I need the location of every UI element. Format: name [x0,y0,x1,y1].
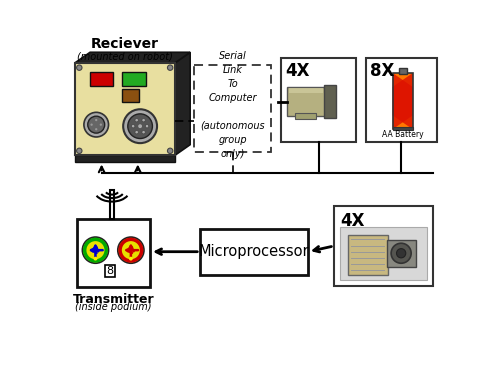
Text: 4X: 4X [341,212,365,230]
Circle shape [91,123,93,126]
Circle shape [142,119,145,122]
Bar [393,73,413,129]
Text: Transmitter: Transmitter [73,293,154,306]
Polygon shape [75,155,175,162]
Circle shape [88,116,104,133]
Bar [341,227,427,280]
Circle shape [95,128,98,130]
Circle shape [135,119,138,122]
Bar [75,63,175,155]
Bar [334,205,433,287]
Bar [387,240,416,267]
Circle shape [118,237,144,263]
Circle shape [94,257,98,261]
Circle shape [146,124,148,128]
Bar [122,89,140,101]
Circle shape [82,237,108,263]
Text: Serial
Link
To
Computer

(autonomous
group
only): Serial Link To Computer (autonomous grou… [200,51,265,159]
Circle shape [94,248,98,252]
Text: 8X: 8X [370,62,394,80]
Circle shape [128,114,152,138]
Bar [122,72,146,86]
Circle shape [167,65,173,70]
Bar [281,58,356,142]
Text: (inside podium): (inside podium) [75,302,152,312]
Bar [393,73,413,129]
Circle shape [391,243,411,263]
Circle shape [135,131,138,134]
Polygon shape [175,52,190,155]
Circle shape [396,249,406,258]
Text: (mounted on robot): (mounted on robot) [77,51,173,62]
Bar [90,72,113,86]
Circle shape [142,131,145,134]
Bar [104,265,115,277]
Bar [194,65,271,151]
Bar [110,190,114,219]
Text: Microprocessor: Microprocessor [199,244,309,259]
Bar [366,58,437,142]
Polygon shape [75,52,190,63]
Circle shape [132,124,135,128]
Circle shape [84,112,108,137]
Circle shape [123,109,157,143]
Bar [295,113,316,119]
Circle shape [99,123,102,126]
Circle shape [138,124,142,128]
Bar [324,85,337,119]
Bar [393,127,413,130]
Bar [287,87,327,116]
Polygon shape [393,73,413,129]
Circle shape [95,119,98,121]
Text: Reciever: Reciever [91,38,159,51]
Bar [200,228,308,275]
Bar [289,88,323,93]
Polygon shape [393,73,413,129]
Text: 4X: 4X [285,62,309,80]
Circle shape [129,257,133,261]
Text: 8: 8 [106,266,114,276]
Bar [348,235,388,275]
Bar [399,69,406,74]
Text: AA Battery: AA Battery [382,130,424,138]
Circle shape [167,148,173,154]
Circle shape [77,65,82,70]
Circle shape [77,148,82,154]
Circle shape [129,248,133,252]
Bar [77,219,150,287]
